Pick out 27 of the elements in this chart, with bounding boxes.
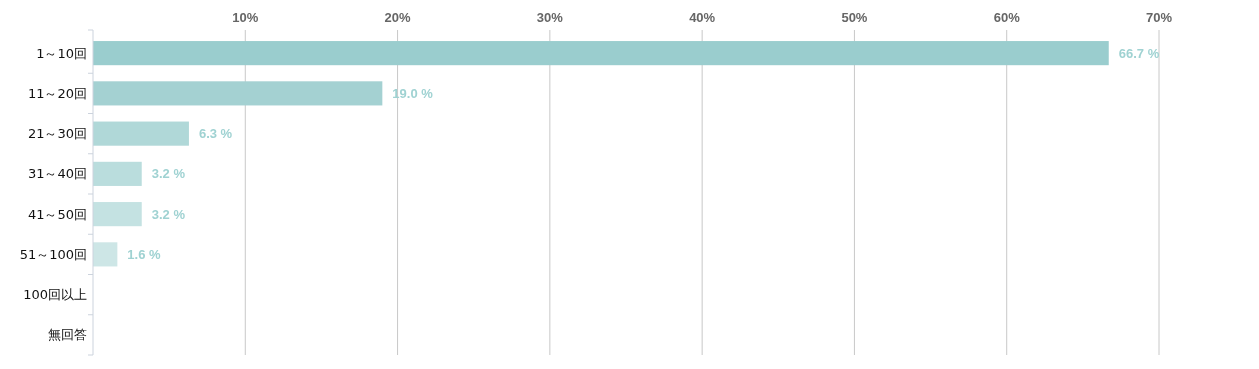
x-tick-label: 60% bbox=[993, 10, 1021, 25]
bar bbox=[93, 81, 383, 106]
x-tick-label: 10% bbox=[232, 10, 259, 25]
data-label: 3.2 % bbox=[151, 206, 186, 222]
y-tick-label: 21～30回 bbox=[27, 126, 87, 142]
y-tick-label: 51～100回 bbox=[19, 246, 87, 262]
x-tick-label: 40% bbox=[689, 10, 716, 25]
x-tick-label: 30% bbox=[536, 10, 564, 25]
x-tick-label: 70% bbox=[1145, 10, 1173, 25]
y-tick-label: 無回答 bbox=[48, 327, 87, 343]
y-tick-label: 100回以上 bbox=[23, 287, 87, 303]
bar bbox=[93, 242, 118, 267]
data-label: 6.3 % bbox=[198, 126, 233, 142]
data-label: 19.0 % bbox=[392, 85, 434, 101]
data-label: 3.2 % bbox=[151, 166, 186, 182]
bar bbox=[93, 202, 142, 227]
y-tick-label: 11～20回 bbox=[27, 85, 87, 101]
data-label: 66.7 % bbox=[1118, 45, 1160, 61]
data-label: 1.6 % bbox=[127, 246, 162, 262]
bar bbox=[93, 161, 142, 186]
y-tick-label: 41～50回 bbox=[27, 206, 87, 222]
bar bbox=[93, 121, 189, 146]
y-tick-label: 31～40回 bbox=[27, 166, 87, 182]
bar bbox=[93, 41, 1109, 66]
x-tick-label: 50% bbox=[841, 10, 868, 25]
x-tick-label: 20% bbox=[384, 10, 412, 25]
y-tick-label: 1～10回 bbox=[36, 45, 87, 61]
